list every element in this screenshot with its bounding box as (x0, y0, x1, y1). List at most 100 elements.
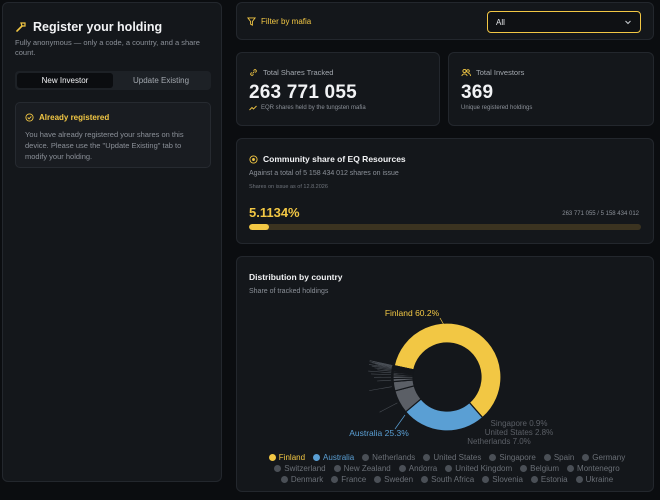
legend-dot (445, 465, 453, 472)
legend-label: Montenegro (577, 464, 620, 473)
legend-label: Switzerland (284, 464, 326, 473)
legend-item-singapore[interactable]: Singapore (489, 453, 536, 462)
label-singapore: Singapore 0.9% (491, 419, 548, 428)
leader-line (379, 402, 398, 413)
legend-item-denmark[interactable]: Denmark (280, 475, 323, 484)
hammer-icon (16, 22, 26, 32)
distribution-title: Distribution by country (249, 272, 343, 282)
legend-label: Australia (323, 453, 355, 462)
total-shares-label-text: Total Shares Tracked (263, 68, 334, 77)
mafia-select-value: All (496, 17, 505, 27)
leader-line (369, 360, 393, 366)
legend-item-south-africa[interactable]: South Africa (421, 475, 474, 484)
legend-label: United States (433, 453, 482, 462)
legend-item-switzerland[interactable]: Switzerland (274, 464, 326, 473)
leader-line (371, 373, 392, 376)
total-investors-card: Total Investors 369 Unique registered ho… (448, 52, 654, 126)
total-investors-label-text: Total Investors (476, 68, 525, 77)
legend-label: Estonia (540, 475, 568, 484)
total-shares-label: Total Shares Tracked (249, 68, 333, 77)
legend-item-new-zealand[interactable]: New Zealand (333, 464, 391, 473)
legend-dot (423, 454, 431, 461)
filter-label: Filter by mafia (247, 17, 311, 26)
leader-line (377, 369, 392, 372)
legend-item-united-states[interactable]: United States (423, 453, 481, 462)
legend-label: Slovenia (492, 475, 523, 484)
already-registered-notice: Already registered You have already regi… (15, 102, 211, 168)
legend-dot (567, 465, 575, 472)
legend-dot (421, 476, 429, 483)
mafia-select[interactable]: All (487, 11, 641, 33)
legend-item-finland[interactable]: Finland (268, 453, 306, 462)
legend-item-united-kingdom[interactable]: United Kingdom (445, 464, 512, 473)
register-subtitle: Fully anonymous — only a code, a country… (15, 38, 200, 57)
community-title: Community share of EQ Resources (249, 154, 406, 164)
legend-item-estonia[interactable]: Estonia (530, 475, 568, 484)
legend-dot (482, 476, 490, 483)
legend-item-australia[interactable]: Australia (313, 453, 354, 462)
total-investors-label: Total Investors (461, 68, 524, 77)
legend-label: Germany (592, 453, 626, 462)
legend-item-germany[interactable]: Germany (582, 453, 625, 462)
community-ratio: 263 771 055 / 5 158 434 012 (562, 211, 639, 217)
distribution-donut-chart: Finland 60.2% Australia 25.3% Netherland… (349, 308, 553, 446)
total-shares-sub: EQR shares held by the tungsten mafia (249, 105, 366, 111)
register-title-text: Register your holding (33, 20, 163, 34)
slice-australia[interactable] (404, 398, 484, 432)
community-progress-bar (249, 224, 641, 230)
tab-new-investor[interactable]: New Investor (17, 73, 113, 88)
register-title: Register your holding (15, 20, 162, 34)
leader-line (372, 362, 393, 367)
total-shares-value: 263 771 055 (249, 82, 357, 103)
legend-dot (575, 476, 583, 483)
legend-dot (333, 465, 341, 472)
label-australia: Australia 25.3% (349, 428, 409, 438)
legend-dot (313, 454, 321, 461)
legend-label: Finland (278, 453, 306, 462)
legend-label: United Kingdom (455, 464, 513, 473)
shares-on-issue-date: Shares on issue as of 12.8.2026 (249, 184, 328, 190)
trending-up-icon (249, 105, 257, 111)
legend-item-ukraine[interactable]: Ukraine (575, 475, 614, 484)
leader-line (374, 367, 392, 371)
legend-item-belgium[interactable]: Belgium (520, 464, 559, 473)
register-panel: Register your holding Fully anonymous — … (2, 2, 222, 482)
legend-item-andorra[interactable]: Andorra (398, 464, 437, 473)
legend-label: South Africa (431, 475, 475, 484)
leader-line (375, 363, 392, 368)
tab-update-existing[interactable]: Update Existing (132, 76, 190, 85)
legend-dot (280, 476, 288, 483)
legend-item-spain[interactable]: Spain (543, 453, 574, 462)
slice-ukraine[interactable] (393, 365, 415, 371)
slice-finland[interactable] (393, 322, 502, 419)
legend-dot (398, 465, 406, 472)
leader-line (369, 386, 392, 391)
legend-item-slovenia[interactable]: Slovenia (482, 475, 523, 484)
legend-dot (582, 454, 590, 461)
community-subtitle: Against a total of 5 158 434 012 shares … (249, 170, 399, 177)
legend-item-sweden[interactable]: Sweden (374, 475, 413, 484)
distribution-subtitle: Share of tracked holdings (249, 288, 329, 295)
legend-item-france[interactable]: France (331, 475, 366, 484)
community-title-text: Community share of EQ Resources (263, 154, 406, 164)
legend-dot (274, 465, 282, 472)
legend-label: Sweden (384, 475, 414, 484)
register-tabs: New Investor Update Existing (15, 71, 211, 90)
legend-label: Ukraine (585, 475, 614, 484)
notice-title-text: Already registered (39, 113, 110, 122)
target-icon (249, 154, 258, 164)
leader-line (377, 364, 392, 368)
notice-title: Already registered (25, 113, 109, 122)
total-investors-sub: Unique registered holdings (461, 105, 533, 111)
leader-line (394, 414, 406, 430)
chart-legend: Finland Australia Netherlands United States… (257, 453, 637, 484)
legend-item-montenegro[interactable]: Montenegro (567, 464, 620, 473)
legend-label: France (341, 475, 367, 484)
leader-line (439, 317, 445, 326)
legend-dot (374, 476, 382, 483)
legend-dot (489, 454, 497, 461)
leader-line (368, 364, 392, 369)
legend-label: Singapore (499, 453, 536, 462)
legend-item-netherlands[interactable]: Netherlands (362, 453, 415, 462)
legend-dot (268, 454, 276, 461)
